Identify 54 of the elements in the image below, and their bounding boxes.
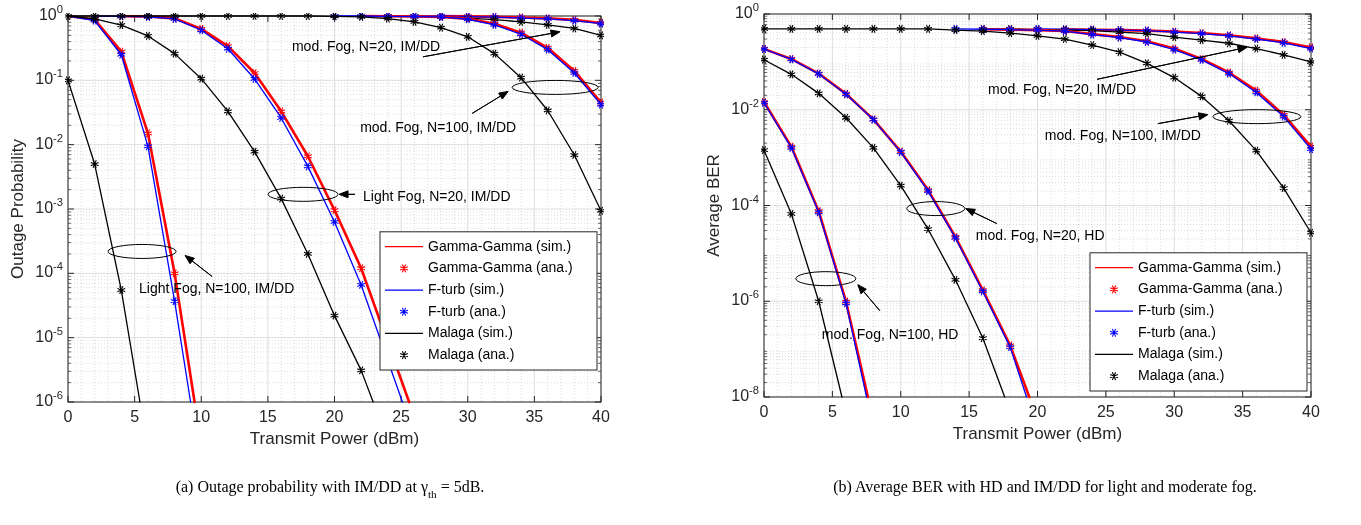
annotation: mod. Fog, N=100, IM/DD (1044, 126, 1201, 143)
annotation: Light Fog, N=20, IM/DD (363, 188, 511, 205)
y-tick-label: 10$^{0}$ (734, 0, 759, 22)
x-tick-label: 15 (960, 403, 979, 420)
legend-label: Malaga (sim.) (1138, 345, 1223, 362)
legend-label: F-turb (ana.) (428, 302, 506, 319)
annotation: mod. Fog, N=20, IM/DD (291, 37, 441, 54)
y-tick-label: 10$^{-6}$ (731, 288, 759, 309)
x-tick-label: 25 (1096, 403, 1115, 420)
annotation: mod. Fog, N=20, IM/DD (988, 81, 1137, 98)
text: (b) Average BER with HD and IM/DD for light and moderate fog. (833, 478, 1257, 496)
x-tick-label: 35 (1233, 403, 1252, 420)
x-tick-label: 40 (592, 408, 610, 425)
legend-label: Malaga (ana.) (1138, 366, 1225, 383)
x-tick-label: 15 (258, 408, 277, 425)
x-tick-label: 20 (325, 408, 344, 425)
x-tick-label: 10 (192, 408, 211, 425)
y-tick-label: 10$^{-2}$ (35, 131, 63, 152)
legend-label: Malaga (sim.) (428, 324, 513, 341)
x-tick-label: 5 (130, 408, 140, 425)
annotation: mod. Fog, N=20, HD (975, 226, 1105, 243)
legend-label: F-turb (ana.) (1138, 323, 1216, 340)
y-tick-label: 10$^{0}$ (38, 2, 63, 24)
y-tick-label: 10$^{-1}$ (35, 67, 63, 88)
y-axis-title: Outage Probability (8, 138, 27, 279)
x-tick-label: 0 (63, 408, 73, 425)
x-axis-title: Transmit Power (dBm) (249, 429, 420, 448)
legend-label: Gamma-Gamma (ana.) (428, 259, 573, 276)
legend-label: Gamma-Gamma (sim.) (428, 237, 572, 254)
legend-label: F-turb (sim.) (428, 280, 505, 297)
y-tick-label: 10$^{-3}$ (35, 195, 63, 217)
text: (a) Outage probability with IM/DD at γ$_{th}$ = 5dB. (175, 478, 485, 500)
y-tick-label: 10$^{-5}$ (35, 324, 63, 345)
legend-label: Gamma-Gamma (sim.) (1138, 258, 1282, 275)
x-tick-label: 30 (1165, 403, 1184, 420)
legend-label: Gamma-Gamma (ana.) (1138, 280, 1283, 297)
x-tick-label: 0 (759, 403, 769, 420)
y-axis-title: Average BER (704, 154, 723, 257)
x-tick-label: 35 (525, 408, 544, 425)
y-tick-label: 10$^{-4}$ (731, 192, 759, 213)
x-tick-label: 20 (1028, 403, 1047, 420)
legend-label: F-turb (sim.) (1138, 301, 1215, 318)
y-tick-label: 10$^{-4}$ (35, 260, 63, 281)
x-tick-label: 25 (392, 408, 411, 425)
y-tick-label: 10$^{-6}$ (35, 388, 63, 410)
x-tick-label: 10 (891, 403, 910, 420)
x-tick-label: 5 (827, 403, 837, 420)
x-axis-title: Transmit Power (dBm) (952, 424, 1123, 443)
y-tick-label: 10$^{-8}$ (731, 383, 759, 405)
x-tick-label: 40 (1302, 403, 1320, 420)
x-tick-label: 30 (458, 408, 477, 425)
legend-label: Malaga (ana.) (428, 345, 515, 362)
annotation: mod. Fog, N=100, IM/DD (360, 119, 517, 136)
y-tick-label: 10$^{-2}$ (731, 96, 759, 117)
